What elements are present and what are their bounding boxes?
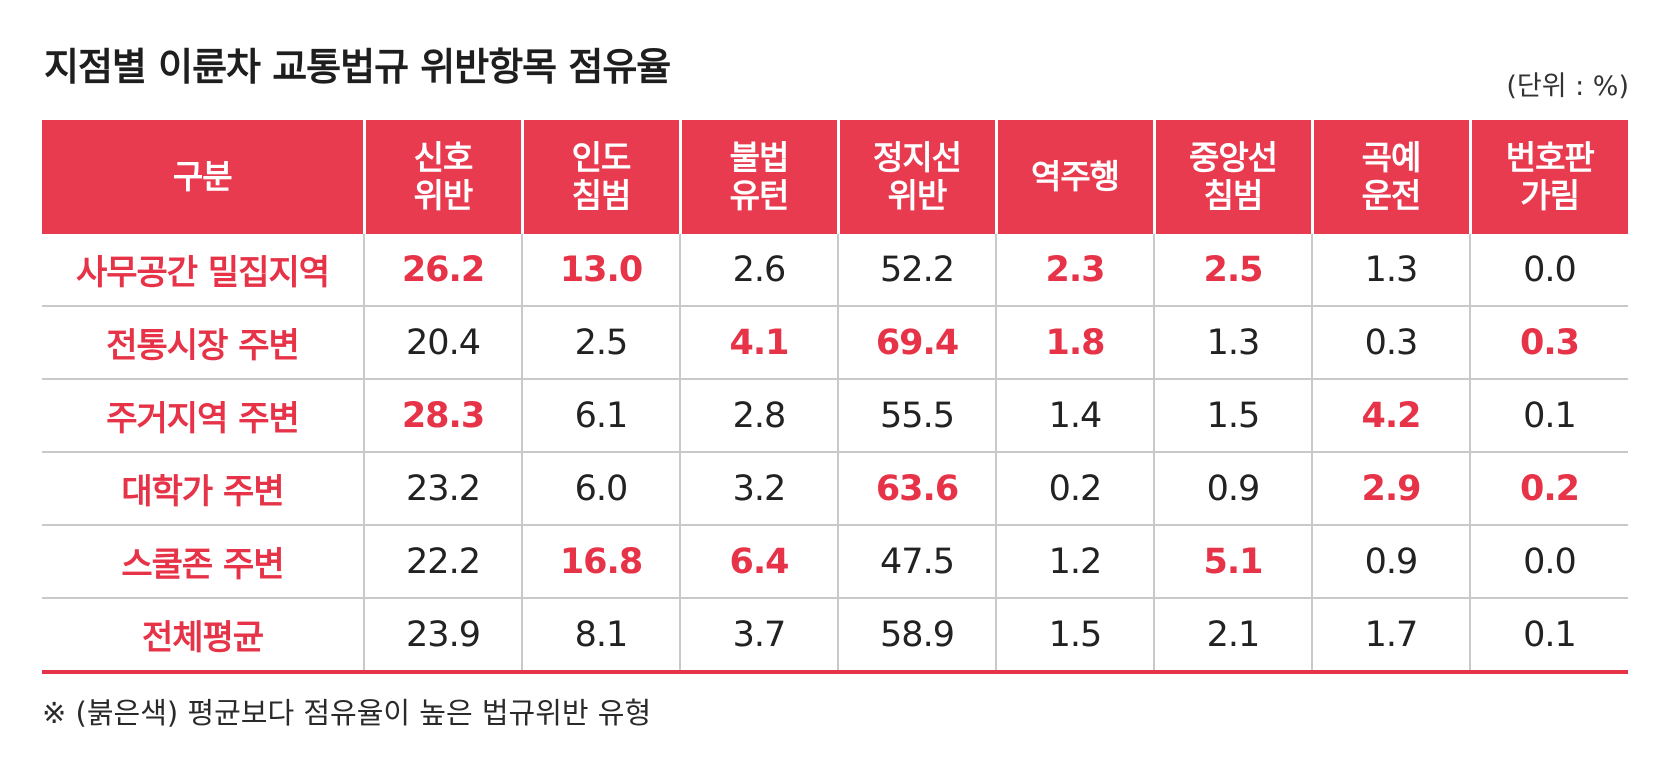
- table-cell: 23.2: [363, 451, 522, 525]
- header-category: 구분: [42, 120, 364, 234]
- table-cell: 3.7: [679, 597, 838, 674]
- table-cell: 16.8: [521, 524, 680, 598]
- table-cell: 23.9: [363, 597, 522, 674]
- table-cell: 47.5: [837, 524, 996, 598]
- table-cell: 2.9: [1311, 451, 1470, 525]
- table-cell: 0.1: [1469, 597, 1628, 674]
- table-cell: 0.9: [1153, 451, 1312, 525]
- table-cell: 6.0: [521, 451, 680, 525]
- table-cell: 28.3: [363, 378, 522, 452]
- table-cell: 2.8: [679, 378, 838, 452]
- table-cell: 55.5: [837, 378, 996, 452]
- table-cell: 1.5: [1153, 378, 1312, 452]
- column-header-line2: 유턴: [729, 176, 790, 215]
- row-label: 스쿨존 주변: [42, 524, 364, 598]
- table-cell: 52.2: [837, 234, 996, 306]
- column-header-line1: 인도: [571, 138, 632, 177]
- table-row: 스쿨존 주변 22.2 16.8 6.4 47.5 1.2 5.1 0.9 0.0: [42, 524, 1628, 598]
- table-cell: 1.5: [995, 597, 1154, 674]
- table-cell: 0.3: [1469, 305, 1628, 379]
- column-header: 중앙선 침범: [1152, 120, 1312, 234]
- table-row: 전통시장 주변 20.4 2.5 4.1 69.4 1.8 1.3 0.3 0.3: [42, 305, 1628, 379]
- table-cell: 2.1: [1153, 597, 1312, 674]
- column-header: 역주행: [994, 120, 1154, 234]
- violation-share-table: 구분 신호 위반 인도 침범 불법 유턴 정지선 위반 역주행 중앙선 침범 곡예 운전 번호판 가림 사무…: [42, 120, 1628, 674]
- table-cell: 22.2: [363, 524, 522, 598]
- column-header-line2: 침범: [1203, 176, 1264, 215]
- row-label: 대학가 주변: [42, 451, 364, 525]
- column-header-line1: 신호: [413, 138, 474, 177]
- table-cell: 1.7: [1311, 597, 1470, 674]
- table-cell: 6.1: [521, 378, 680, 452]
- page-title: 지점별 이륜차 교통법규 위반항목 점유율: [44, 45, 671, 89]
- column-header: 불법 유턴: [678, 120, 838, 234]
- table-cell: 58.9: [837, 597, 996, 674]
- header-row: 구분 신호 위반 인도 침범 불법 유턴 정지선 위반 역주행 중앙선 침범 곡예 운전 번호판 가림: [42, 120, 1628, 234]
- column-header-line1: 중앙선: [1188, 138, 1278, 177]
- table-cell: 0.9: [1311, 524, 1470, 598]
- column-header-line1: 번호판: [1505, 138, 1595, 177]
- table-cell: 2.5: [521, 305, 680, 379]
- footnote: ※ (붉은색) 평균보다 점유율이 높은 법규위반 유형: [42, 696, 652, 730]
- table-cell: 2.5: [1153, 234, 1312, 306]
- table-cell: 2.6: [679, 234, 838, 306]
- column-header-line2: 위반: [413, 176, 474, 215]
- table-row: 주거지역 주변 28.3 6.1 2.8 55.5 1.4 1.5 4.2 0.1: [42, 378, 1628, 452]
- column-header-line1: 불법: [729, 138, 790, 177]
- table-cell: 3.2: [679, 451, 838, 525]
- column-header-line1: 역주행: [1030, 157, 1120, 196]
- table-cell: 0.0: [1469, 524, 1628, 598]
- table-row: 전체평균 23.9 8.1 3.7 58.9 1.5 2.1 1.7 0.1: [42, 597, 1628, 674]
- column-header: 번호판 가림: [1468, 120, 1628, 234]
- table-cell: 6.4: [679, 524, 838, 598]
- table-cell: 0.3: [1311, 305, 1470, 379]
- row-label: 전체평균: [42, 597, 364, 674]
- row-label: 사무공간 밀집지역: [75, 253, 330, 293]
- column-header-line1: 곡예: [1361, 138, 1422, 177]
- column-header-line2: 가림: [1520, 176, 1580, 215]
- column-header-line2: 위반: [887, 176, 948, 215]
- table-cell: 0.2: [995, 451, 1154, 525]
- table-cell: 13.0: [521, 234, 680, 306]
- column-header: 정지선 위반: [836, 120, 996, 234]
- column-header: 인도 침범: [520, 120, 680, 234]
- column-header: 신호 위반: [362, 120, 522, 234]
- table-cell: 4.2: [1311, 378, 1470, 452]
- table-cell: 4.1: [679, 305, 838, 379]
- row-label: 전통시장 주변: [42, 305, 364, 379]
- column-header-line1: 정지선: [872, 138, 962, 177]
- row-label: 주거지역 주변: [42, 378, 364, 452]
- table-cell: 26.2: [363, 234, 522, 306]
- table-cell: 5.1: [1153, 524, 1312, 598]
- column-header-line2: 침범: [571, 176, 632, 215]
- table-cell: 2.3: [995, 234, 1154, 306]
- column-header-line2: 운전: [1361, 176, 1422, 215]
- table-cell: 1.2: [995, 524, 1154, 598]
- table-cell: 1.4: [995, 378, 1154, 452]
- table-cell: 63.6: [837, 451, 996, 525]
- table-row: 대학가 주변 23.2 6.0 3.2 63.6 0.2 0.9 2.9 0.2: [42, 451, 1628, 525]
- table-cell: 0.2: [1469, 451, 1628, 525]
- table-cell: 0.0: [1469, 234, 1628, 306]
- table-cell: 20.4: [363, 305, 522, 379]
- table-cell: 0.1: [1469, 378, 1628, 452]
- table-body: 사무공간 밀집지역 26.2 13.0 2.6 52.2 2.3 2.5 1.3 0.0 전통시장…: [42, 234, 1628, 674]
- table-cell: 8.1: [521, 597, 680, 674]
- table-cell: 69.4: [837, 305, 996, 379]
- table-cell: 1.3: [1311, 234, 1470, 306]
- unit-label: (단위 : %): [1506, 71, 1629, 102]
- table-cell: 1.3: [1153, 305, 1312, 379]
- table-row: 사무공간 밀집지역 26.2 13.0 2.6 52.2 2.3 2.5 1.3 0.0: [42, 234, 1628, 306]
- column-header: 곡예 운전: [1310, 120, 1470, 234]
- table-cell: 1.8: [995, 305, 1154, 379]
